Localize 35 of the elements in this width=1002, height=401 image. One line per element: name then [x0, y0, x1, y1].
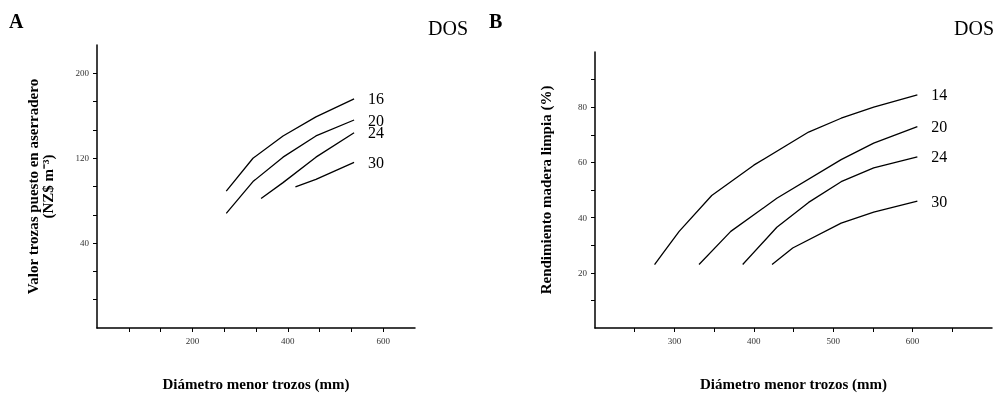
line-series	[225, 98, 355, 192]
y-tick-label: 40	[80, 238, 90, 249]
y-tick-label: 20	[578, 267, 588, 278]
line-series	[742, 156, 919, 266]
series-label: 14	[931, 86, 948, 104]
x-tick-label: 200	[185, 335, 200, 346]
series-label: 24	[931, 148, 948, 166]
x-tick-label: 600	[905, 335, 920, 346]
x-axis-title: Diámetro menor trozos (mm)	[162, 375, 350, 393]
y-tick-label: 40	[578, 212, 588, 223]
series-label: 30	[368, 153, 385, 171]
x-tick-label: 500	[826, 335, 841, 346]
series-label: 16	[368, 90, 385, 108]
y-tick-label: 120	[75, 153, 90, 164]
y-axis-title: Rendimiento madera limpia (%)	[537, 85, 555, 295]
series-label: 30	[931, 192, 948, 210]
line-series	[260, 132, 355, 200]
chart-title: A	[9, 10, 24, 32]
y-tick-label: 60	[578, 157, 588, 168]
series-label: 20	[931, 118, 948, 136]
x-tick-label: 600	[376, 335, 391, 346]
x-axis-title: Diámetro menor trozos (mm)	[699, 375, 888, 393]
line-series	[653, 94, 919, 266]
y-tick-label: 80	[578, 102, 588, 113]
y-axis-title: Valor trozas puesto en aserradero (NZ$ m⁻³)	[24, 78, 57, 295]
line-series	[698, 125, 919, 266]
line-series	[771, 200, 919, 266]
y-tick-label: 200	[75, 68, 90, 79]
legend-title: DOS	[427, 17, 469, 39]
x-tick-label: 400	[281, 335, 296, 346]
chart-title: B	[489, 10, 503, 32]
x-tick-label: 400	[747, 335, 762, 346]
line-series	[225, 119, 355, 215]
legend-title: DOS	[953, 17, 995, 39]
x-tick-label: 300	[667, 335, 682, 346]
